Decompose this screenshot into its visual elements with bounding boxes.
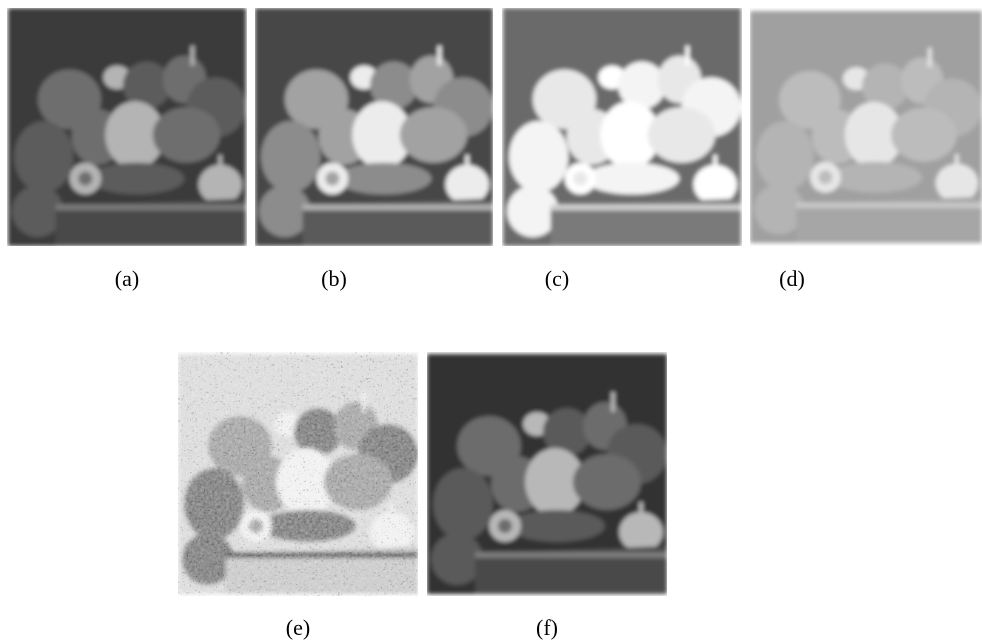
- panel-c-image: [502, 8, 742, 246]
- panel-f-image: [427, 352, 667, 596]
- caption-e: (e): [285, 615, 311, 640]
- peppers-image-d: [750, 8, 982, 246]
- panel-a-image: [7, 8, 247, 246]
- peppers-image-a: [7, 8, 247, 246]
- peppers-image-c: [502, 8, 742, 246]
- caption-c: (c): [544, 266, 570, 291]
- panel-b-image: [255, 8, 493, 246]
- panel-d-image: [750, 8, 982, 246]
- caption-f: (f): [536, 615, 558, 640]
- caption-a: (a): [114, 266, 140, 291]
- peppers-image-f: [427, 352, 667, 596]
- caption-b: (b): [321, 266, 347, 291]
- peppers-image-b: [255, 8, 493, 246]
- caption-d: (d): [779, 266, 805, 291]
- peppers-image-e: [178, 352, 418, 596]
- panel-e-image: [178, 352, 418, 596]
